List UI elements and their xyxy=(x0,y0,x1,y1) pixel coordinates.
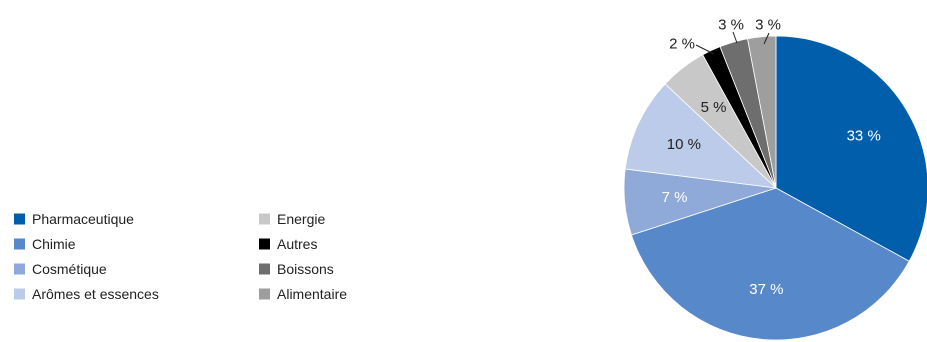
legend-label-boissons: Boissons xyxy=(277,261,334,277)
legend-swatch-autres xyxy=(259,238,270,250)
legend-swatch-aromes-et-essences xyxy=(14,288,25,300)
leader-line-boissons xyxy=(732,31,738,44)
pie-slice-chimie xyxy=(630,187,910,341)
legend-swatch-chimie xyxy=(14,238,25,250)
pie-slice-pharmaceutique xyxy=(775,35,927,262)
legend-label-energie: Energie xyxy=(277,211,325,227)
legend-swatch-pharmaceutique xyxy=(14,213,25,225)
leader-lines xyxy=(695,31,770,55)
slice-label-energie: 5 % xyxy=(701,99,727,116)
slice-label-chimie: 37 % xyxy=(749,281,783,298)
legend-label-alimentaire: Alimentaire xyxy=(277,286,347,302)
pie-slices xyxy=(623,35,927,341)
legend-swatch-alimentaire xyxy=(259,288,270,300)
legend-item-autres: Autres xyxy=(259,236,317,252)
leader-line-autres xyxy=(695,44,715,55)
legend-item-pharmaceutique: Pharmaceutique xyxy=(14,211,134,227)
slice-labels: 33 % 37 % 7 % 10 % 5 % 2 % 3 % 3 % xyxy=(662,17,881,298)
legend-item-chimie: Chimie xyxy=(14,236,76,252)
legend-label-cosmetique: Cosmétique xyxy=(32,261,107,277)
legend-item-aromes-et-essences: Arômes et essences xyxy=(14,286,159,302)
legend-label-chimie: Chimie xyxy=(32,236,76,252)
slice-label-pharmaceutique: 33 % xyxy=(847,128,881,145)
slice-label-autres: 2 % xyxy=(669,36,695,53)
legend-item-boissons: Boissons xyxy=(259,261,334,277)
legend-swatch-energie xyxy=(259,213,270,225)
legend-item-alimentaire: Alimentaire xyxy=(259,286,347,302)
slice-label-alimentaire: 3 % xyxy=(755,17,781,34)
slice-label-boissons: 3 % xyxy=(718,17,744,34)
legend-item-energie: Energie xyxy=(259,211,325,227)
legend-swatch-cosmetique xyxy=(14,263,25,275)
legend: Pharmaceutique Chimie Cosmétique Arômes et … xyxy=(14,211,347,302)
pie-slice-aromes-et-essences xyxy=(624,83,778,189)
legend-label-pharmaceutique: Pharmaceutique xyxy=(32,211,134,227)
legend-label-aromes-et-essences: Arômes et essences xyxy=(32,286,159,302)
slice-label-cosmetique: 7 % xyxy=(662,189,688,206)
leader-line-alimentaire xyxy=(763,32,770,45)
pie-slice-alimentaire xyxy=(747,35,777,189)
legend-label-autres: Autres xyxy=(277,236,317,252)
legend-item-cosmetique: Cosmétique xyxy=(14,261,107,277)
legend-swatch-boissons xyxy=(259,263,270,275)
slice-label-aromes-et-essences: 10 % xyxy=(667,136,701,153)
